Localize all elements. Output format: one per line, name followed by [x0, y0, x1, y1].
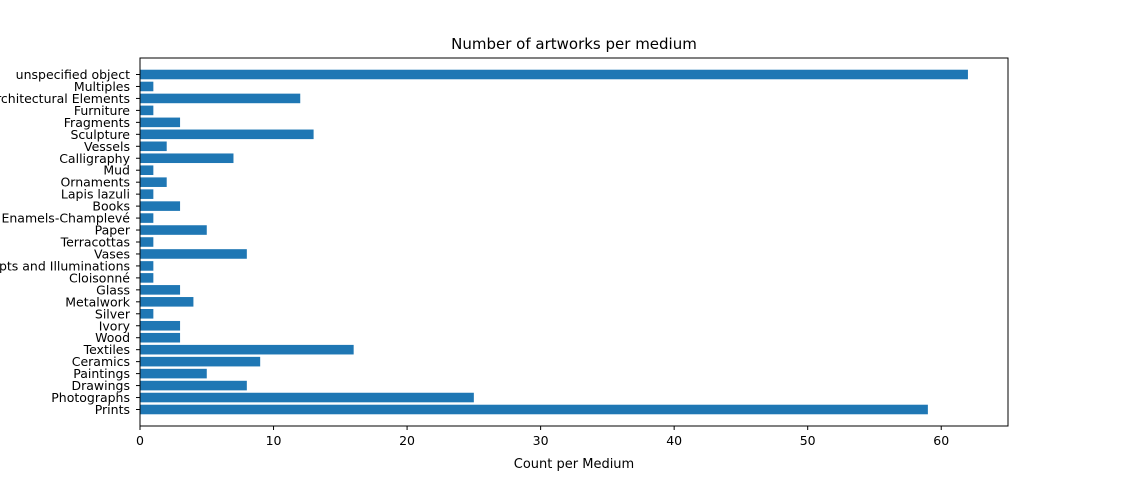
bar: [140, 285, 181, 295]
bar: [140, 273, 154, 283]
x-axis-label: Count per Medium: [514, 457, 634, 472]
bar: [140, 344, 354, 355]
bar: [140, 249, 247, 259]
y-tick-label: Vessels: [84, 139, 130, 154]
bar: [140, 177, 167, 187]
bar: [140, 225, 207, 235]
y-tick-label: Vases: [94, 246, 130, 261]
bar: [140, 404, 928, 415]
y-tick-label: Furniture: [74, 103, 130, 118]
y-tick-label: Prints: [95, 402, 130, 417]
bar: [140, 165, 154, 175]
y-tick-label: Metalwork: [65, 294, 131, 309]
bar: [140, 213, 154, 223]
y-tick-label: Manuscripts and Illuminations: [0, 258, 130, 273]
bar: [140, 69, 968, 80]
bar: [140, 153, 234, 164]
y-tick-label: Architectural Elements: [0, 91, 130, 106]
bar: [140, 356, 261, 367]
y-tick-label: Mud: [103, 163, 130, 178]
y-tick-label: Books: [92, 199, 130, 214]
bar: [140, 368, 207, 379]
y-tick-label: Paintings: [73, 366, 130, 381]
y-tick-label: Calligraphy: [59, 151, 130, 166]
y-tick-label: Glass: [96, 282, 130, 297]
y-tick-label: Enamels-Champlevé: [1, 211, 130, 226]
y-tick-label: Ceramics: [72, 354, 130, 369]
bar: [140, 117, 181, 128]
bar: [140, 237, 154, 247]
bar: [140, 81, 154, 92]
x-tick-label: 10: [266, 433, 282, 448]
y-tick-label: Photographs: [51, 390, 130, 405]
bar: [140, 201, 181, 211]
chart-title: Number of artworks per medium: [451, 35, 697, 53]
bar: [140, 332, 181, 343]
x-tick-label: 30: [533, 433, 549, 448]
y-tick-label: Drawings: [72, 378, 131, 393]
y-tick-label: Ivory: [99, 318, 131, 333]
bar: [140, 261, 154, 271]
plot-frame: [139, 57, 1009, 427]
y-tick-label: Terracottas: [60, 235, 130, 250]
bar: [140, 297, 194, 307]
y-tick-label: unspecified object: [16, 67, 130, 82]
y-tick-label: Wood: [95, 330, 130, 345]
x-tick-label: 60: [933, 433, 949, 448]
y-tick-label: Lapis lazuli: [61, 187, 130, 202]
y-tick-label: Cloisonné: [69, 270, 130, 285]
bar: [140, 93, 301, 104]
bar: [140, 320, 181, 331]
bar: [140, 189, 154, 199]
y-tick-label: Multiples: [74, 79, 130, 94]
y-tick-label: Paper: [95, 223, 131, 238]
bar: [140, 129, 314, 140]
y-tick-label: Silver: [95, 306, 131, 321]
x-tick-label: 0: [136, 433, 144, 448]
bars-group: [140, 69, 968, 415]
bar: [140, 141, 167, 152]
x-tick-label: 20: [399, 433, 415, 448]
bar: [140, 380, 247, 391]
y-tick-label: Sculpture: [70, 127, 130, 142]
y-tick-label: Ornaments: [60, 175, 130, 190]
bar: [140, 309, 154, 319]
bar: [140, 105, 154, 116]
bar: [140, 392, 474, 403]
x-tick-label: 40: [666, 433, 682, 448]
y-tick-label: Fragments: [64, 115, 130, 130]
x-tick-label: 50: [800, 433, 816, 448]
y-tick-label: Textiles: [83, 342, 130, 357]
x-axis-ticks: 0 10 20 30 40 50 60: [136, 426, 949, 448]
y-axis-ticks: PrintsPhotographsDrawingsPaintingsCerami…: [0, 67, 140, 417]
